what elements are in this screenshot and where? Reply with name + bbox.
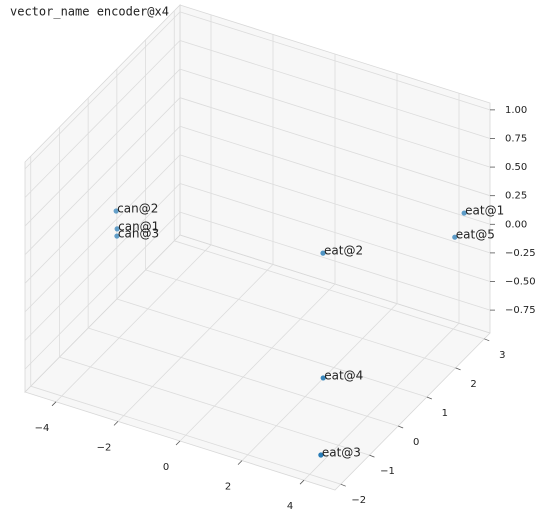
grid-line <box>24 183 181 341</box>
grid-line <box>179 283 336 442</box>
y-tick-label: 3 <box>499 350 505 361</box>
grid-line <box>179 183 491 282</box>
z-tick-label: 0.00 <box>505 219 527 230</box>
tick-mark <box>369 454 375 458</box>
grid-line <box>179 68 491 168</box>
tick-mark <box>455 367 461 371</box>
tick-mark <box>237 460 243 465</box>
grid-line <box>179 11 491 111</box>
x-tick-label: −2 <box>97 442 112 453</box>
point-label: eat@3 <box>322 446 361 460</box>
z-tick-label: 1.00 <box>505 105 527 116</box>
tick-mark <box>175 440 181 446</box>
point <box>113 208 119 214</box>
grid-line <box>179 97 491 197</box>
tick-mark <box>484 338 490 342</box>
tick-mark <box>340 483 346 487</box>
grid-line <box>145 269 456 369</box>
grid-line <box>88 327 399 427</box>
y-tick-label: −2 <box>351 495 366 506</box>
x-tick-label: 0 <box>163 462 169 473</box>
z-tick-label: 0.75 <box>505 133 527 144</box>
y-tick-label: −1 <box>380 466 395 477</box>
point <box>320 375 326 381</box>
point <box>318 452 324 458</box>
point-label: eat@2 <box>324 244 363 258</box>
grid-line <box>24 40 181 198</box>
chart-title: vector_name encoder@x4 <box>10 5 169 19</box>
grid-line <box>241 303 398 461</box>
grid-line <box>116 298 427 398</box>
z-tick-label: 0.50 <box>505 162 527 173</box>
grid-line <box>179 211 491 311</box>
grid-line <box>30 385 341 485</box>
z-tick-label: 0.25 <box>505 191 527 202</box>
grid-line <box>179 40 491 139</box>
point-label: eat@4 <box>324 368 363 382</box>
grid-line <box>174 240 485 340</box>
point-label: can@2 <box>117 202 158 216</box>
grid-line <box>24 11 181 170</box>
grid-line <box>24 126 181 284</box>
z-tick-label: −0.50 <box>505 277 536 288</box>
side-pane <box>24 4 181 393</box>
point <box>114 226 120 232</box>
tick-mark <box>51 401 57 407</box>
grid-line <box>55 244 212 403</box>
point-label: eat@5 <box>456 228 495 242</box>
tick-mark <box>397 425 404 429</box>
point <box>114 233 120 239</box>
point-label: eat@1 <box>465 204 504 218</box>
x-tick-label: 4 <box>287 501 293 512</box>
x-tick-label: −4 <box>35 423 50 434</box>
y-tick-label: 2 <box>470 379 476 390</box>
grid-line <box>24 211 181 370</box>
point-label: can@1 <box>118 219 159 233</box>
point <box>452 234 458 240</box>
z-tick-label: −0.75 <box>505 305 536 316</box>
grid-line <box>24 68 181 227</box>
grid-line <box>117 264 274 422</box>
grid-line <box>59 356 370 456</box>
z-tick-label: −0.25 <box>505 248 536 259</box>
tick-mark <box>113 421 119 426</box>
point <box>461 210 467 216</box>
grid-line <box>24 154 181 313</box>
grid-line <box>24 97 181 255</box>
tick-mark <box>299 479 305 485</box>
grid-line <box>179 154 491 254</box>
y-tick-label: 0 <box>413 437 419 448</box>
x-tick-label: 2 <box>225 482 231 493</box>
y-tick-label: 1 <box>442 408 448 419</box>
grid-line <box>303 322 460 481</box>
point <box>320 250 326 256</box>
grid-line <box>179 125 491 225</box>
point-label: can@3 <box>118 227 159 241</box>
tick-mark <box>426 396 433 400</box>
